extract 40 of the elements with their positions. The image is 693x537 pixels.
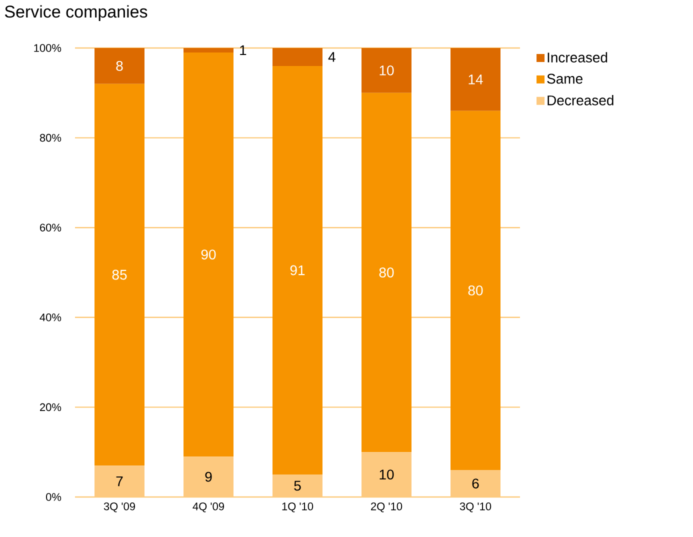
x-tick-label: 3Q '09 xyxy=(104,502,135,512)
data-label: 10 xyxy=(380,470,394,480)
data-label: 4 xyxy=(328,52,336,62)
y-tick-label: 40% xyxy=(40,313,62,322)
data-label: 5 xyxy=(294,480,301,491)
data-label: 85 xyxy=(112,270,127,280)
bar xyxy=(450,48,500,111)
y-tick-label: 0% xyxy=(46,493,62,501)
data-label: 90 xyxy=(201,250,216,260)
y-tick-label: 80% xyxy=(40,134,62,142)
y-tick-label: 60% xyxy=(40,224,62,232)
x-tick-label: 4Q '09 xyxy=(192,502,224,512)
data-label: 91 xyxy=(290,265,305,276)
data-label: 80 xyxy=(379,268,394,278)
bar xyxy=(184,48,234,52)
data-label: 8 xyxy=(116,60,123,71)
bar xyxy=(184,52,234,457)
bar xyxy=(272,48,322,66)
data-label: 10 xyxy=(380,65,394,76)
data-label: 9 xyxy=(205,472,212,482)
chart-title: Service companies xyxy=(4,5,148,22)
y-tick-label: 20% xyxy=(40,403,62,412)
bar xyxy=(272,66,322,475)
bar xyxy=(450,110,500,470)
x-tick-label: 3Q '10 xyxy=(460,502,492,512)
legend-label: Same xyxy=(547,74,582,84)
data-label: 6 xyxy=(472,478,479,488)
bar xyxy=(94,84,144,466)
x-tick-label: 1Q '10 xyxy=(282,502,314,512)
x-tick-label: 2Q '10 xyxy=(371,502,402,512)
bar xyxy=(362,48,412,93)
bar xyxy=(362,92,412,452)
bar xyxy=(94,48,144,84)
y-tick-label: 100% xyxy=(34,44,62,52)
data-label: 14 xyxy=(468,74,483,84)
data-label: 80 xyxy=(468,285,483,296)
legend-label: Decreased xyxy=(548,95,614,106)
data-label: 7 xyxy=(116,476,123,486)
legend-label: Increased xyxy=(548,52,608,62)
data-label: 1 xyxy=(240,45,246,56)
